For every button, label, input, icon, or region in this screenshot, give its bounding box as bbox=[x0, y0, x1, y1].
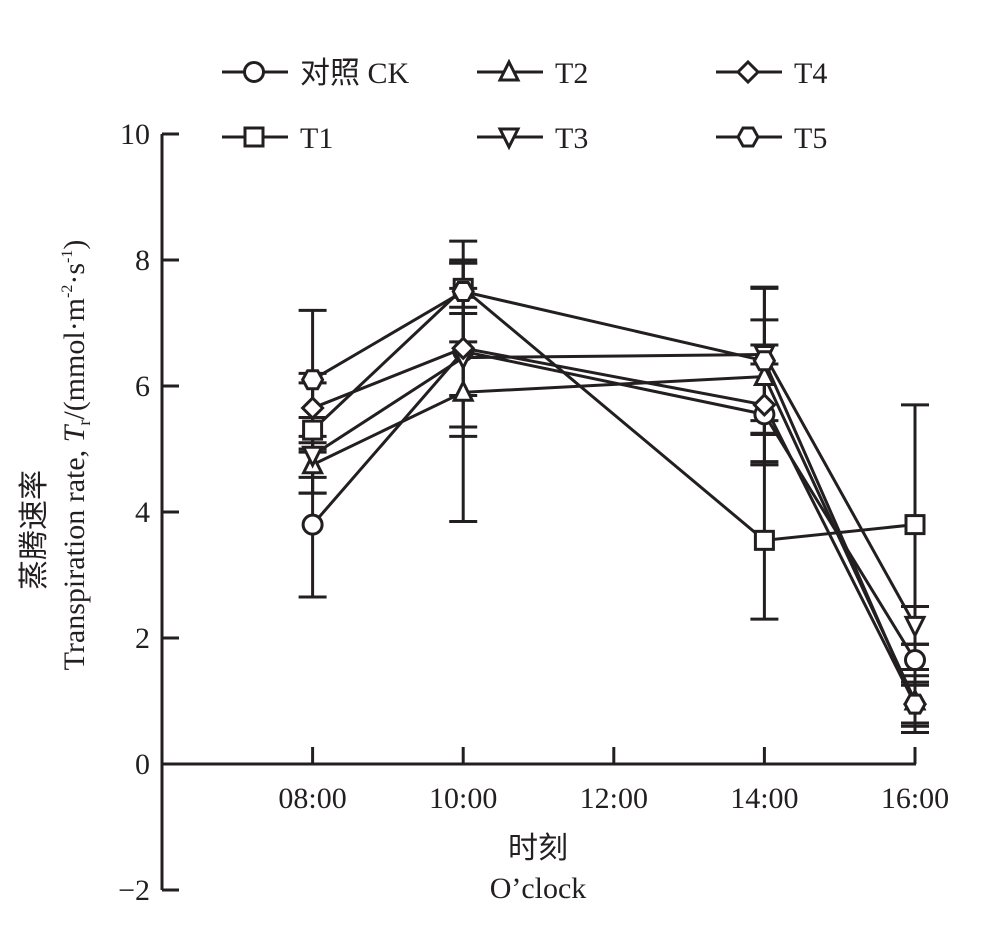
series-t4-line bbox=[312, 346, 917, 705]
series-t5-point bbox=[752, 350, 777, 372]
legend-t4: T4 bbox=[716, 57, 827, 90]
y-axis-title-unit-close: ) bbox=[58, 240, 91, 250]
legend-ck: 对照 CK bbox=[222, 57, 410, 90]
series-t4-point bbox=[300, 395, 325, 421]
x-axis-title-en: O’clock bbox=[490, 872, 587, 905]
x-axis-title-cn: 时刻 bbox=[508, 832, 568, 865]
legend-t1: T1 bbox=[222, 122, 333, 155]
y-tick-label: 0 bbox=[135, 748, 150, 781]
y-axis-title-en-group: Transpiration rate, Tr/(mmol·m-2·s-1) bbox=[58, 240, 94, 671]
y-axis-title-cn: 蒸腾速率 bbox=[18, 470, 51, 590]
series-t2-point bbox=[451, 378, 475, 402]
series-t2-line bbox=[311, 374, 917, 702]
x-tick-label: 08:00 bbox=[278, 782, 346, 815]
legend-marker-hexagon-icon bbox=[736, 126, 760, 148]
legend-marker-diamond-icon bbox=[735, 59, 761, 85]
y-axis-title-symbol-sub: r bbox=[74, 420, 94, 426]
y-tick-label: −2 bbox=[118, 874, 150, 907]
y-axis-title-unit-open: /(mmol·m bbox=[58, 298, 91, 420]
y-tick-labels: −2 0 2 4 6 8 10 bbox=[118, 118, 150, 907]
x-tick-label: 16:00 bbox=[881, 782, 949, 815]
series-t4-point bbox=[451, 336, 476, 361]
legend-label: T2 bbox=[555, 57, 588, 90]
series-layer bbox=[298, 239, 929, 734]
series-t3-line bbox=[311, 352, 917, 627]
legend-label: 对照 CK bbox=[300, 57, 410, 90]
legend-label: T1 bbox=[300, 122, 333, 155]
series-t1-point bbox=[302, 419, 324, 441]
series-t2-point bbox=[752, 363, 776, 387]
y-axis-title-en: Transpiration rate, Tr/(mmol·m-2·s-1) bbox=[58, 240, 94, 671]
series-ck-point bbox=[301, 513, 324, 536]
legend: 对照 CK T1 T2 T3 T4 T5 bbox=[222, 57, 827, 155]
legend-label: T3 bbox=[555, 122, 588, 155]
series-markers bbox=[300, 277, 928, 717]
series-t1-point bbox=[904, 514, 926, 536]
error-bars bbox=[298, 239, 929, 734]
legend-t2: T2 bbox=[477, 57, 588, 90]
legend-label: T4 bbox=[794, 57, 827, 90]
y-axis-title-prefix: Transpiration rate, bbox=[58, 442, 91, 670]
axes bbox=[160, 132, 917, 892]
y-axis-title-unit-mid: ·s bbox=[58, 263, 91, 285]
y-axis-title: 蒸腾速率 bbox=[18, 470, 51, 590]
y-tick-label: 8 bbox=[135, 244, 150, 277]
series-t5-point bbox=[903, 693, 927, 715]
x-tick-labels: 08:00 10:00 12:00 14:00 16:00 bbox=[278, 782, 949, 815]
y-axis-title-unit-sup1: -2 bbox=[59, 285, 76, 298]
x-tick-label: 12:00 bbox=[580, 782, 648, 815]
series-t3-point bbox=[903, 615, 927, 639]
y-tick-label: 2 bbox=[135, 622, 150, 655]
legend-t3: T3 bbox=[477, 122, 588, 155]
series-t5-point bbox=[300, 369, 325, 391]
legend-marker-circle-icon bbox=[243, 61, 265, 83]
y-tick-label: 4 bbox=[135, 496, 150, 529]
x-tick-label: 10:00 bbox=[429, 782, 497, 815]
series-t3-point bbox=[301, 445, 325, 469]
legend-marker-triangle-down-icon bbox=[497, 127, 521, 151]
y-tick-label: 6 bbox=[135, 370, 150, 403]
y-tick-label: 10 bbox=[120, 118, 150, 151]
legend-marker-triangle-up-icon bbox=[497, 58, 521, 82]
series-t1-point bbox=[753, 529, 775, 551]
series-lines bbox=[311, 286, 917, 705]
series-t4-point bbox=[752, 392, 777, 418]
series-t5-point bbox=[451, 281, 475, 302]
legend-marker-square-icon bbox=[243, 126, 265, 148]
series-t5-line bbox=[311, 289, 917, 705]
legend-t5: T5 bbox=[716, 122, 827, 155]
y-axis-title-symbol: T bbox=[58, 423, 91, 442]
legend-label: T5 bbox=[794, 122, 827, 155]
x-tick-label: 14:00 bbox=[730, 782, 798, 815]
series-ck-point bbox=[904, 649, 926, 672]
y-axis-title-unit-sup2: -1 bbox=[59, 250, 76, 263]
